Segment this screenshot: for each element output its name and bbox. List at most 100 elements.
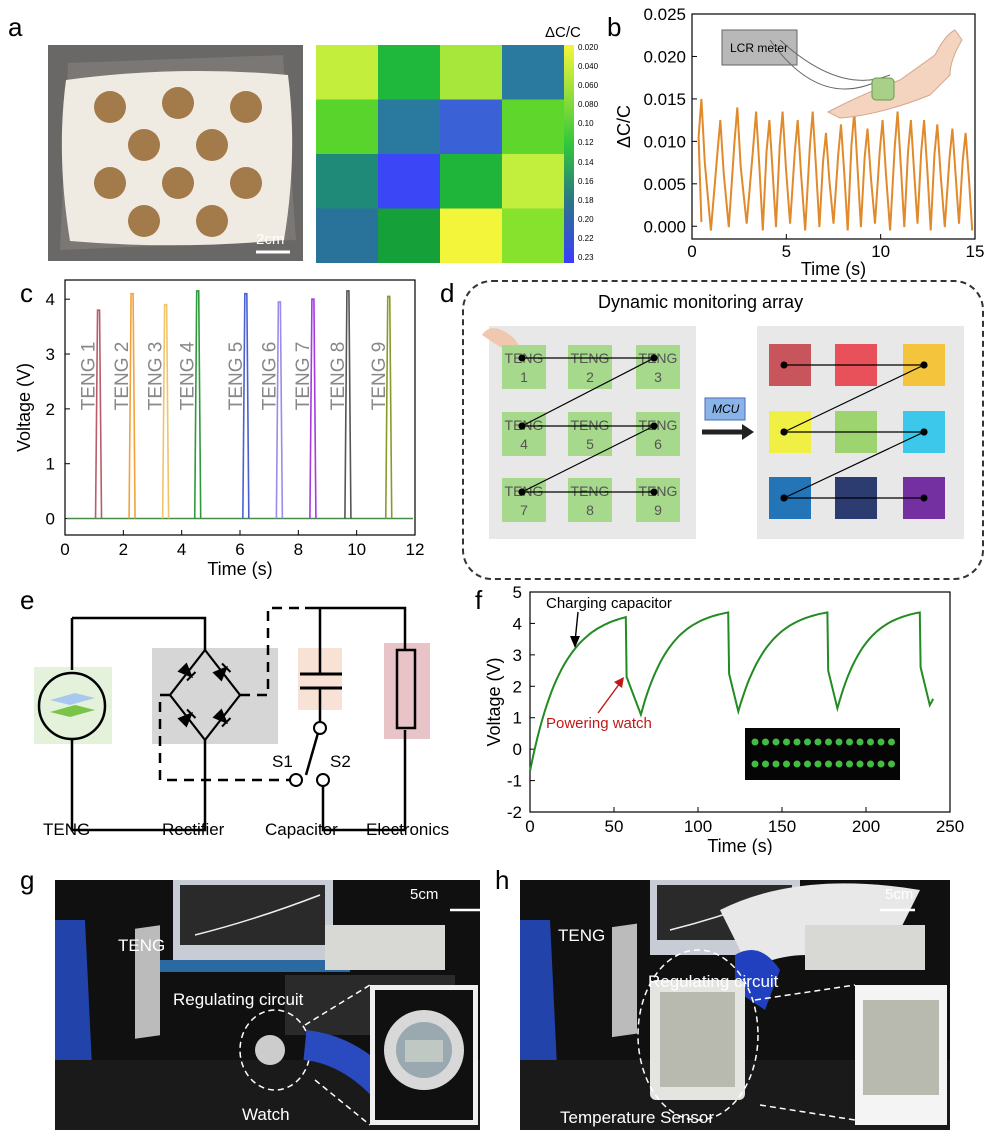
wristband-icon	[871, 77, 895, 101]
scan-return	[521, 425, 655, 493]
teng-peak-label: TENG 8	[328, 342, 349, 411]
path-node	[518, 422, 526, 430]
led-dot	[867, 738, 874, 746]
x-tick-label: 2	[119, 540, 128, 559]
label-temperature-sensor: Temperature Sensor	[560, 1108, 715, 1127]
colorbar	[564, 45, 574, 263]
colorbar-tick-label: 0.040	[578, 62, 599, 72]
scale-bar-label-h: 5cm	[885, 886, 914, 903]
heatmap-cell	[440, 154, 502, 209]
path-node	[518, 488, 526, 496]
colorbar-tick-label: 0.22	[578, 233, 594, 243]
x-tick-label: 15	[966, 242, 985, 261]
path-node	[650, 354, 658, 362]
bridge-rectifier	[168, 648, 242, 742]
teng-cell-number: 9	[654, 502, 662, 518]
led-dot	[804, 738, 811, 746]
teng-cell	[636, 345, 680, 389]
wire-top-right	[305, 606, 407, 650]
teng-cell	[568, 412, 612, 456]
teng-peak	[128, 292, 136, 519]
colorbar-tick-label: 0.10	[578, 119, 594, 129]
y-axis-label: ΔC/C	[614, 105, 634, 148]
wire-bottom-right	[321, 730, 407, 832]
teng-peak-label: TENG 7	[293, 342, 314, 411]
x-tick-label: 4	[177, 540, 186, 559]
heatmap	[316, 45, 564, 263]
teng-peak	[309, 298, 317, 519]
label-regulating-circuit-h: Regulating circuit	[648, 972, 779, 991]
colorbar-tick-label: 0.060	[578, 81, 599, 91]
circuit-diagram	[34, 606, 430, 832]
led-dot	[804, 760, 811, 768]
heatmap-cell	[378, 99, 440, 154]
colorbar-tick-label: 0.23	[578, 253, 594, 262]
x-axis-label: Time (s)	[801, 259, 866, 279]
charging-curve	[529, 611, 935, 772]
x-tick-label: 6	[235, 540, 244, 559]
label-capacitor: Capacitor	[265, 820, 338, 839]
electronics-box	[384, 643, 430, 739]
teng-peak-label: TENG 3	[146, 342, 167, 411]
heatmap-cell	[316, 208, 378, 263]
y-tick-label: 0.000	[643, 217, 686, 236]
led-inset-photo	[745, 728, 900, 780]
teng-peak-label: TENG 4	[178, 341, 199, 410]
heatmap-cell	[440, 99, 502, 154]
y-tick-label: 5	[513, 583, 522, 602]
powering-annotation: Powering watch	[546, 715, 652, 732]
x-tick-label: 8	[294, 540, 303, 559]
teng-cell-number: 4	[520, 436, 528, 452]
teng-cell-label: TENG	[639, 350, 678, 366]
switch-s1-label: S1	[272, 752, 293, 771]
colorbar-tick-label: 0.080	[578, 100, 599, 110]
led-dot	[814, 760, 822, 768]
x-tick-label: 0	[525, 817, 534, 836]
heatmap-cell	[502, 208, 564, 263]
teng-cell-label: TENG	[571, 417, 610, 433]
scale-bar-label-g: 5cm	[410, 886, 439, 903]
heatmap-cell	[378, 154, 440, 209]
heatmap-cell	[378, 208, 440, 263]
teng-peak	[384, 295, 393, 519]
finger-icon	[482, 328, 522, 351]
led-dot	[825, 760, 832, 768]
teng-cell-number: 1	[520, 369, 528, 385]
panel-label-h: h	[495, 865, 510, 895]
x-axis-label: Time (s)	[707, 836, 772, 855]
y-tick-label: 1	[46, 455, 55, 474]
led-dot	[835, 760, 843, 768]
chart-b: 0.000 0.005 0.010 0.015 0.020 0.025 0 5 10 15 Time…	[614, 5, 985, 279]
teng-peak-label: TENG 2	[112, 342, 133, 411]
teng-peak	[242, 292, 250, 519]
teng-cell-number: 5	[586, 436, 594, 452]
y-tick-label: 0	[46, 510, 55, 529]
x-tick-label: 5	[782, 242, 791, 261]
sensor-scene	[520, 880, 950, 1130]
teng-cell-number: 2	[586, 369, 594, 385]
scale-bar-label: 2cm	[256, 231, 285, 248]
switch-contact	[313, 721, 327, 735]
y-tick-label: 1	[513, 709, 522, 728]
switch-s2-contact	[316, 773, 330, 787]
capacitance-series	[697, 98, 974, 231]
heatmap-cell	[316, 99, 378, 154]
watch-photo: 5cm TENG Regulating circuit Watch	[55, 880, 480, 1130]
teng-cell	[502, 345, 546, 389]
x-tick-label: 200	[852, 817, 880, 836]
colorbar-tick-label: 0.20	[578, 214, 594, 224]
path-node	[650, 422, 658, 430]
y-tick-label: 0.020	[643, 47, 686, 66]
diode-symbol	[212, 708, 232, 728]
wire-bottom-left	[70, 740, 207, 832]
colorbar-ticks: 0.020 0.040 0.060 0.080 0.10 0.12 0.14 0.16 0.18…	[576, 43, 616, 263]
colorbar-tick-label: 0.16	[578, 176, 594, 186]
colorbar-tick-label: 0.12	[578, 138, 594, 148]
x-tick-label: 150	[768, 817, 796, 836]
y-axis-label: Voltage (V)	[484, 657, 504, 746]
teng-peak	[344, 290, 352, 519]
panel-label-g: g	[20, 865, 35, 895]
y-tick-label: 2	[46, 400, 55, 419]
